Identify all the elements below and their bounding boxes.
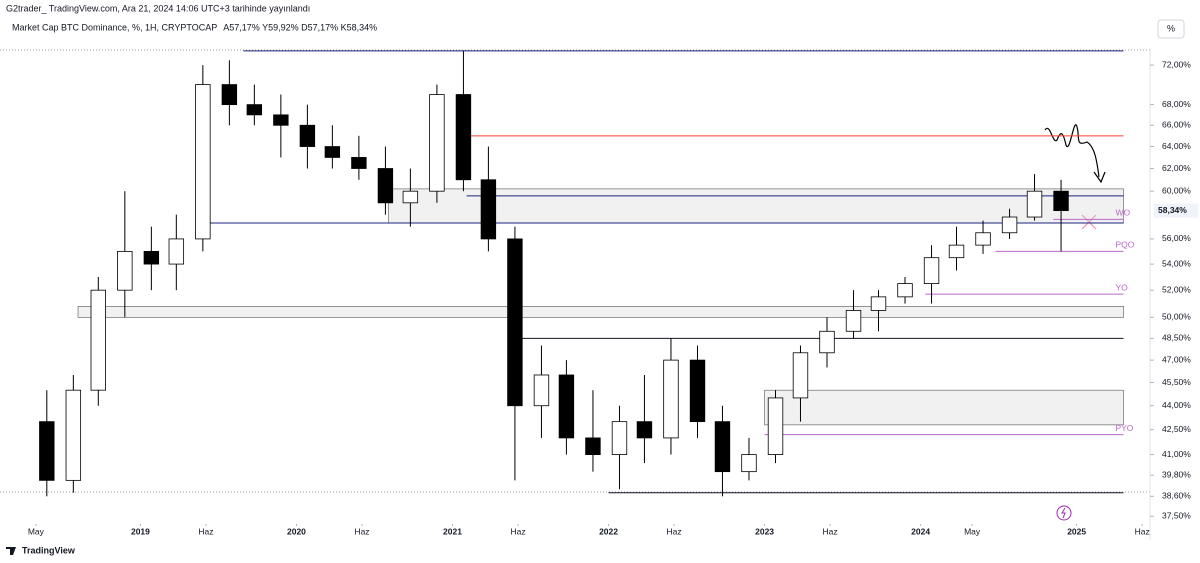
last-price-label: 58,34% [1158, 205, 1187, 215]
y-tick-label: 42,50% [1162, 424, 1191, 434]
candle-body [923, 257, 940, 284]
x-tick-label: 2024 [911, 526, 930, 536]
y-tick-label: 50,00% [1162, 312, 1191, 322]
x-tick-label: 2022 [599, 526, 618, 536]
symbol: Market Cap BTC Dominance, %, 1H, CRYPTOC… [12, 22, 217, 32]
published: G2trader_ TradingView.com, Ara 21, 2024 … [6, 3, 310, 13]
candle-body [636, 421, 653, 439]
candle-body [246, 104, 263, 116]
candle-body [221, 84, 238, 106]
x-tick-label: 2023 [755, 526, 774, 536]
candle-body [480, 179, 497, 240]
candle-body [351, 157, 367, 169]
y-tick-label: 64,00% [1162, 141, 1191, 151]
candle-body [689, 359, 706, 423]
y-tick-label: 54,00% [1162, 258, 1191, 268]
candle-body [299, 124, 316, 147]
x-tick-label: 2020 [287, 526, 306, 536]
candle-body [507, 238, 523, 407]
candle-body [975, 232, 991, 246]
y-tick-label: 72,00% [1162, 59, 1191, 69]
candle-body [948, 244, 965, 259]
candle-body [1053, 190, 1069, 212]
candle-body [143, 250, 160, 265]
zone [388, 188, 1124, 224]
y-tick-label: 45,50% [1162, 377, 1191, 387]
candle-body [870, 296, 887, 311]
event-icon[interactable] [1056, 505, 1072, 521]
candle-body [273, 114, 289, 126]
y-tick-label: 52,00% [1162, 284, 1191, 294]
y-tick-label: 47,00% [1162, 354, 1191, 364]
candle-body [792, 352, 809, 399]
candle-body [663, 359, 679, 439]
candle-body [741, 454, 757, 473]
candle-body [611, 421, 628, 455]
candle-body [65, 389, 82, 481]
zone [764, 389, 1124, 426]
candle-body [195, 84, 211, 240]
candle-body [39, 421, 55, 481]
candle-body [533, 374, 550, 407]
y-tick-label: 62,00% [1162, 163, 1191, 173]
x-tick-label: 2025 [1067, 526, 1086, 536]
y-tick-label: 41,00% [1162, 449, 1191, 459]
scale-button[interactable] [1157, 19, 1185, 39]
candle-body [90, 289, 106, 391]
candle-body [558, 374, 575, 439]
x-tick-label: Haz [1135, 526, 1150, 536]
x-tick-label: Haz [354, 526, 369, 536]
x-tick-label: Haz [667, 526, 682, 536]
candle-body [1001, 216, 1018, 234]
level-label: YO [1115, 282, 1128, 292]
candle-body [585, 437, 601, 455]
candle-body [117, 250, 133, 291]
y-tick-label: 56,00% [1162, 233, 1191, 243]
ohlc: A57,17% Y59,92% D57,17% K58,34% [223, 22, 377, 32]
y-tick-label: 39,80% [1162, 469, 1191, 479]
freehand-arrow [1093, 171, 1106, 184]
x-tick-label: Haz [198, 526, 213, 536]
level-label: PYO [1115, 423, 1133, 433]
y-tick-label: 60,00% [1162, 185, 1191, 195]
candle-body [845, 310, 862, 332]
candle-body [819, 330, 835, 354]
candle-body [324, 146, 341, 158]
zone [77, 306, 1124, 318]
scale-button-label[interactable]: % [1167, 23, 1175, 33]
candle-body [897, 283, 913, 298]
y-tick-label: 48,50% [1162, 333, 1191, 343]
footer-logo [6, 547, 16, 555]
candle-body [377, 168, 394, 204]
candle-body [767, 397, 784, 455]
cross-mark [1081, 214, 1097, 230]
plot: 72,00% 68,00% 66,00% 64,00% 62,00% 60,00% 56,0… [28, 50, 1198, 536]
x-tick-label: May [964, 526, 981, 536]
x-tick-label: 2019 [131, 526, 150, 536]
event-icon-bolt [1061, 507, 1066, 519]
x-tick-label: Haz [510, 526, 525, 536]
freehand-drawing [1044, 124, 1100, 178]
y-tick-label: 68,00% [1162, 99, 1191, 109]
x-tick-label: Haz [823, 526, 838, 536]
level-label: PQO [1115, 240, 1134, 250]
candle-body [168, 238, 185, 265]
candle-body [1026, 190, 1043, 218]
y-tick-label: 44,00% [1162, 400, 1191, 410]
y-tick-label: 38,60% [1162, 491, 1191, 501]
level-label: WO [1115, 208, 1130, 218]
y-tick-label: 66,00% [1162, 120, 1191, 130]
x-tick-label: May [28, 526, 45, 536]
candle-body [455, 94, 472, 181]
footer-brand: TradingView [22, 545, 76, 555]
candle-body [429, 94, 445, 192]
x-tick-label: 2021 [443, 526, 462, 536]
y-tick-label: 37,50% [1162, 511, 1191, 521]
candle-body [714, 421, 731, 473]
last-price-box [1154, 203, 1198, 218]
candle-body [402, 190, 419, 204]
